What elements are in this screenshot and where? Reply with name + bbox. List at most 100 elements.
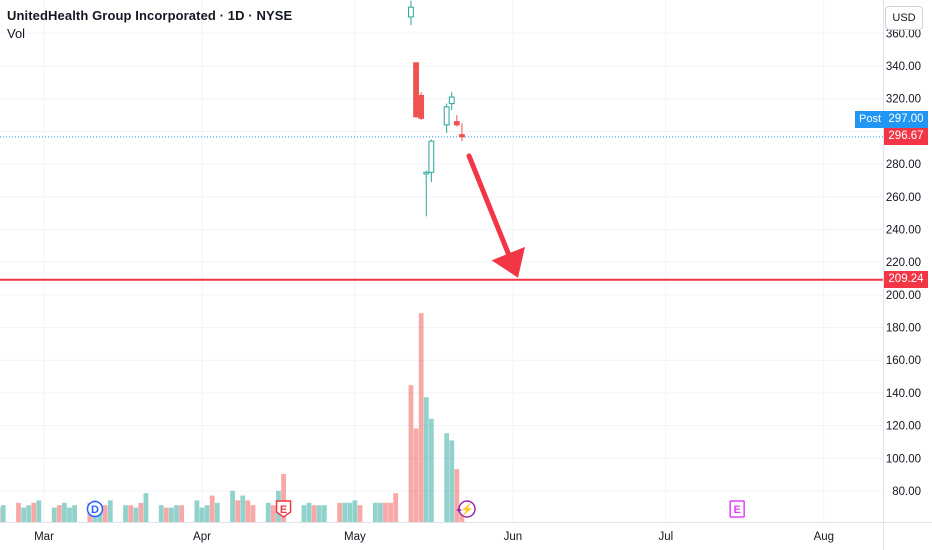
candle[interactable] <box>448 96 455 105</box>
volume-bar <box>250 505 256 522</box>
volume-bar <box>128 505 134 522</box>
symbol-title[interactable]: UnitedHealth Group Incorporated · 1D · N… <box>7 8 293 23</box>
candle[interactable] <box>428 140 435 173</box>
volume-bar <box>383 502 388 522</box>
chart-header: UnitedHealth Group Incorporated · 1D · N… <box>7 8 292 41</box>
earnings-event-icon[interactable] <box>729 500 745 518</box>
volume-bar <box>372 502 378 522</box>
dividend-event-icon[interactable] <box>86 500 104 518</box>
trend-arrow-head[interactable] <box>491 246 526 278</box>
volume-bar <box>240 495 246 522</box>
volume-bar <box>301 505 307 522</box>
volume-bar <box>158 505 164 522</box>
volume-bar <box>133 507 139 522</box>
earnings-event-icon[interactable] <box>275 500 292 518</box>
candle[interactable] <box>408 6 414 18</box>
event-letter: E <box>733 504 740 516</box>
candle[interactable] <box>459 134 465 138</box>
volume-bar <box>316 505 322 522</box>
volume-bar <box>357 505 363 522</box>
price-axis-label: 200.00 <box>886 290 921 302</box>
volume-bar <box>174 505 179 522</box>
volume-bar <box>123 505 128 522</box>
volume-bar <box>102 505 108 522</box>
volume-bar <box>26 505 32 522</box>
price-axis-label: 120.00 <box>886 421 921 433</box>
volume-bar <box>306 502 312 522</box>
volume-bar <box>423 397 429 522</box>
volume-bar <box>377 502 383 522</box>
volume-bar <box>393 493 399 522</box>
time-axis-label: Jun <box>504 531 523 543</box>
price-axis-label: 100.00 <box>886 453 921 465</box>
price-axis-label: 220.00 <box>886 257 921 269</box>
volume-bar <box>337 502 343 522</box>
volume-bar <box>214 502 220 522</box>
price-axis-label: 240.00 <box>886 224 921 236</box>
sparkle-icon <box>456 507 463 513</box>
event-letter: ⚡ <box>460 503 474 516</box>
volume-bar <box>199 507 205 522</box>
volume-bar <box>235 500 241 522</box>
volume-bar <box>163 507 169 522</box>
volume-bar <box>444 433 450 522</box>
volume-bar <box>61 502 67 522</box>
price-axis-label: 260.00 <box>886 192 921 204</box>
candle[interactable] <box>423 171 430 175</box>
volume-bar <box>0 505 6 522</box>
time-axis-label: Jul <box>658 531 673 543</box>
volume-bar <box>388 502 393 522</box>
volume-bar <box>169 507 174 522</box>
time-axis-label: Apr <box>193 531 211 543</box>
price-axis-label: 160.00 <box>886 355 921 367</box>
price-axis-label: 80.00 <box>892 486 921 498</box>
price-axis-label: 320.00 <box>886 94 921 106</box>
volume-bar <box>281 474 286 522</box>
candle[interactable] <box>453 121 460 126</box>
volume-bar <box>143 493 149 522</box>
volume-bar <box>454 469 460 522</box>
time-axis-label: May <box>344 531 366 543</box>
candle[interactable] <box>443 106 450 126</box>
volume-bar <box>31 502 37 522</box>
price-axis-label: 140.00 <box>886 388 921 400</box>
volume-bar <box>418 313 424 522</box>
volume-bar <box>347 502 353 522</box>
volume-bar <box>36 500 42 522</box>
volume-bar <box>51 507 57 522</box>
price-axis-label: 360.00 <box>886 28 921 40</box>
volume-bar <box>0 507 1 522</box>
volume-bar <box>56 505 62 522</box>
volume-label[interactable]: Vol <box>7 26 26 41</box>
candle[interactable] <box>413 62 419 118</box>
volume-bar <box>204 505 210 522</box>
volume-bar <box>107 500 113 522</box>
volume-bar <box>230 490 235 522</box>
post-market-price-tag: 297.00 <box>884 111 928 128</box>
trend-arrow-shaft[interactable] <box>466 153 511 257</box>
price-axis-label: 180.00 <box>886 323 921 335</box>
volume-bar <box>270 505 276 522</box>
event-letter: E <box>280 504 287 516</box>
volume-bar <box>16 502 21 522</box>
time-axis-label: Mar <box>34 531 54 543</box>
volume-bar <box>67 507 72 522</box>
volume-bar <box>179 505 185 522</box>
volume-bar <box>245 500 251 522</box>
volume-bar <box>72 505 77 522</box>
volume-bar <box>321 505 327 522</box>
currency-button[interactable]: USD <box>885 6 923 30</box>
volume-bar <box>428 418 434 522</box>
volume-bar <box>209 495 215 522</box>
volume-bar <box>352 500 358 522</box>
volume-bar <box>408 385 414 522</box>
volume-bar <box>311 505 317 522</box>
candle[interactable] <box>418 94 425 119</box>
volume-bar <box>265 502 271 522</box>
volume-bar <box>342 502 348 522</box>
event-letter: D <box>91 504 99 516</box>
volume-bar <box>21 507 27 522</box>
volume-bar <box>413 428 419 522</box>
price-axis-label: 340.00 <box>886 61 921 73</box>
